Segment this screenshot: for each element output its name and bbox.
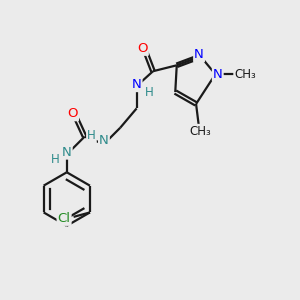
Text: H: H (51, 153, 60, 166)
Text: N: N (194, 48, 204, 62)
Text: N: N (99, 134, 109, 147)
Text: CH₃: CH₃ (234, 68, 256, 81)
Text: N: N (213, 68, 223, 81)
Text: CH₃: CH₃ (190, 125, 211, 138)
Text: O: O (137, 42, 148, 55)
Text: O: O (68, 107, 78, 120)
Text: Cl: Cl (58, 212, 70, 225)
Text: N: N (62, 146, 72, 159)
Text: H: H (145, 86, 154, 99)
Text: N: N (132, 78, 142, 91)
Text: H: H (87, 129, 96, 142)
